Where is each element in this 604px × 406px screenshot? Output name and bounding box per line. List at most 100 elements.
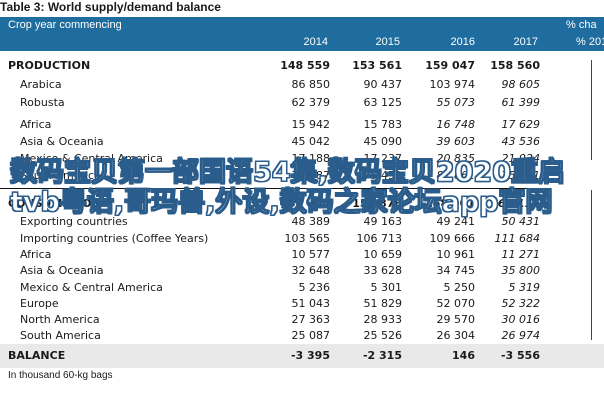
table-footnote: In thousand 60-kg bags — [8, 370, 113, 381]
cell: 49 241 — [436, 215, 476, 228]
cell: 106 713 — [356, 232, 403, 245]
cell: -2 315 — [362, 349, 402, 362]
balance-row: BALANCE -3 395 -2 315 146 -3 556 — [0, 348, 604, 364]
cell: 16 748 — [436, 118, 476, 131]
cell: 90 437 — [363, 78, 403, 91]
table-row: PRODUCTION 148 559 153 561 159 047 158 5… — [0, 58, 604, 74]
row-label: Exporting countries — [20, 215, 128, 228]
right-column-divider — [591, 60, 602, 160]
cell: 15 783 — [363, 118, 403, 131]
table-row: South America 25 087 25 526 26 304 26 97… — [0, 328, 604, 344]
year-2015: 2015 — [375, 36, 400, 48]
cell: 20 835 — [436, 152, 476, 165]
cell: 162 116 — [490, 197, 540, 210]
table-row: CONSUMPTION 151 954 155 876 158 901 162 … — [0, 196, 604, 212]
cell: 158 560 — [490, 59, 540, 72]
cell: 159 047 — [425, 59, 475, 72]
section-label: PRODUCTION — [8, 59, 91, 72]
cell: 48 389 — [291, 215, 331, 228]
table-row: Africa 10 577 10 659 10 961 11 271 — [0, 247, 604, 263]
year-2017: 2017 — [513, 36, 538, 48]
cell: 30 016 — [501, 313, 541, 326]
table-row: Asia & Oceania 45 042 45 090 39 603 43 5… — [0, 134, 604, 150]
cell: 61 399 — [501, 96, 541, 109]
cell: 75 471 — [501, 169, 541, 182]
cell: 34 745 — [436, 264, 476, 277]
cell: 39 603 — [436, 135, 476, 148]
table-row: Arabica 86 850 90 437 103 974 98 605 — [0, 77, 604, 93]
cell: 29 570 — [436, 313, 476, 326]
balance-label: BALANCE — [8, 349, 66, 362]
cell: 27 363 — [291, 313, 331, 326]
cell: 10 577 — [291, 248, 331, 261]
cell: 155 876 — [352, 197, 402, 210]
cell: 103 974 — [429, 78, 476, 91]
cell: 52 070 — [436, 297, 476, 310]
cell: 70 387 — [291, 169, 331, 182]
row-label: South America — [20, 169, 101, 182]
row-label: Asia & Oceania — [20, 264, 104, 277]
cell: 33 628 — [363, 264, 403, 277]
cell: 45 090 — [363, 135, 403, 148]
cell: 45 042 — [291, 135, 331, 148]
pct-year-heading: % 2016 — [576, 36, 604, 48]
row-label: Asia & Oceania — [20, 135, 104, 148]
row-label: Mexico & Central America — [20, 152, 163, 165]
cell: 63 125 — [363, 96, 403, 109]
section-label: CONSUMPTION — [8, 197, 101, 210]
cell: 158 901 — [425, 197, 475, 210]
table-row: Robusta 62 379 63 125 55 073 61 399 — [0, 95, 604, 111]
row-label: Importing countries (Coffee Years) — [20, 232, 209, 245]
cell: 111 684 — [494, 232, 541, 245]
row-label: Arabica — [20, 78, 62, 91]
cell: 26 974 — [501, 329, 541, 342]
table-row: Europe 51 043 51 829 52 070 52 322 — [0, 296, 604, 312]
table-title-text: World supply/demand balance — [47, 0, 221, 14]
cell: 28 933 — [363, 313, 403, 326]
cell: 32 648 — [291, 264, 331, 277]
cell: 17 237 — [363, 152, 403, 165]
cell: 5 250 — [443, 281, 476, 294]
cell: 98 605 — [501, 78, 541, 91]
table-row: South America 70 387 75 451 81 861 75 47… — [0, 168, 604, 184]
cell: 146 — [452, 349, 475, 362]
cell: 17 629 — [501, 118, 541, 131]
cell: 35 800 — [501, 264, 541, 277]
cell: 62 379 — [291, 96, 331, 109]
cell: 25 526 — [363, 329, 403, 342]
cell: 5 319 — [508, 281, 541, 294]
cell: 43 536 — [501, 135, 541, 148]
cell: 51 829 — [363, 297, 403, 310]
cell: 26 304 — [436, 329, 476, 342]
row-label: Europe — [20, 297, 59, 310]
table-row: Mexico & Central America 5 236 5 301 5 2… — [0, 280, 604, 296]
cell: -3 556 — [500, 349, 540, 362]
row-label: South America — [20, 329, 101, 342]
cell: 81 861 — [436, 169, 476, 182]
table-row: Mexico & Central America 17 188 17 237 2… — [0, 151, 604, 167]
row-label: North America — [20, 313, 100, 326]
cell: 52 322 — [501, 297, 541, 310]
cell: 15 942 — [291, 118, 331, 131]
table-row: Exporting countries 48 389 49 163 49 241… — [0, 214, 604, 230]
table-title: Table 3: World supply/demand balance — [0, 0, 604, 16]
cell: 17 188 — [291, 152, 331, 165]
section-divider — [0, 188, 548, 189]
cell: 75 451 — [363, 169, 403, 182]
year-2016: 2016 — [450, 36, 475, 48]
crop-year-heading: Crop year commencing — [8, 19, 122, 31]
cell: 21 924 — [501, 152, 541, 165]
pct-change-heading: % cha — [566, 19, 597, 31]
cell: 50 431 — [501, 215, 541, 228]
cell: 51 043 — [291, 297, 331, 310]
right-column-divider — [591, 190, 602, 340]
table-number: Table 3: — [0, 0, 45, 14]
row-label: Africa — [20, 118, 52, 131]
table-row: Africa 15 942 15 783 16 748 17 629 — [0, 117, 604, 133]
cell: 11 271 — [501, 248, 541, 261]
cell: 49 163 — [363, 215, 403, 228]
cell: 153 561 — [352, 59, 402, 72]
table-row: Importing countries (Coffee Years) 103 5… — [0, 231, 604, 247]
table-header: Crop year commencing % cha 2014 2015 201… — [0, 17, 604, 51]
cell: 151 954 — [280, 197, 330, 210]
